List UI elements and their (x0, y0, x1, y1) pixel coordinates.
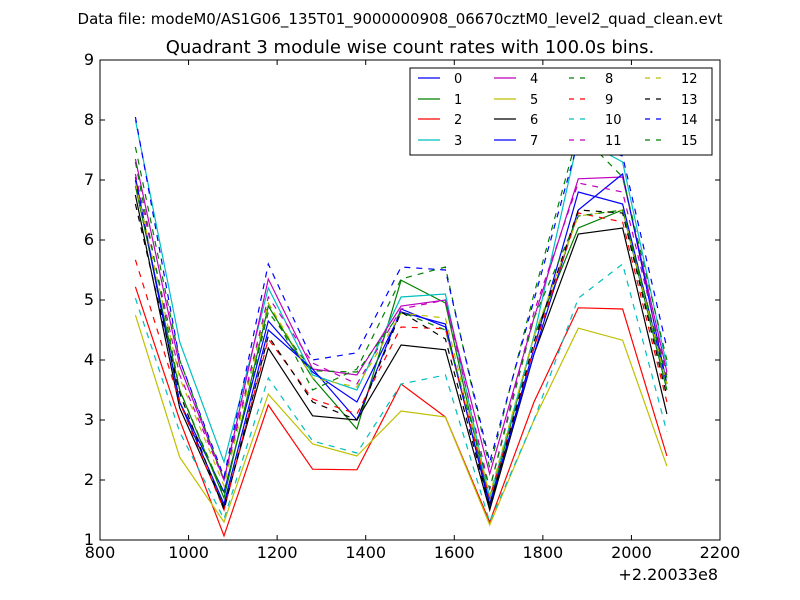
series-line-4 (134, 158, 668, 483)
x-offset-label: +2.20033e8 (618, 565, 718, 584)
series-line-5 (134, 314, 668, 527)
series-line-11 (134, 173, 668, 490)
x-tick-label: 1600 (434, 543, 475, 562)
legend-label-14: 14 (681, 113, 698, 128)
x-tick-label: 1200 (257, 543, 298, 562)
legend-label-7: 7 (530, 134, 538, 149)
legend-label-4: 4 (530, 72, 538, 87)
series-line-0 (134, 179, 668, 510)
legend-frame (409, 67, 713, 156)
chart-suptitle: Data file: modeM0/AS1G06_135T01_90000009… (78, 10, 723, 29)
y-tick-label: 4 (84, 350, 94, 369)
series-line-10 (134, 262, 668, 524)
legend-label-10: 10 (605, 113, 622, 128)
legend-label-0: 0 (454, 72, 462, 87)
legend-label-15: 15 (681, 134, 698, 149)
legend-label-13: 13 (681, 93, 698, 108)
x-tick-label: 1000 (168, 543, 209, 562)
legend-label-6: 6 (530, 113, 538, 128)
plot-lines (134, 116, 668, 538)
legend-label-12: 12 (681, 72, 698, 87)
y-tick-label: 7 (84, 170, 94, 189)
x-tick-label: 1400 (345, 543, 386, 562)
x-tick-label: 1800 (522, 543, 563, 562)
x-tick-label: 2200 (700, 543, 741, 562)
y-tick-label: 8 (84, 110, 94, 129)
y-tick-label: 1 (84, 530, 94, 549)
legend-label-5: 5 (530, 93, 538, 108)
legend-label-2: 2 (454, 113, 462, 128)
legend-label-8: 8 (605, 72, 613, 87)
legend-label-9: 9 (605, 93, 613, 108)
y-tick-label: 5 (84, 290, 94, 309)
legend-label-1: 1 (454, 93, 462, 108)
series-line-6 (134, 194, 668, 513)
series-line-7 (134, 172, 668, 507)
x-tick-label: 800 (85, 543, 116, 562)
legend-label-11: 11 (605, 134, 622, 149)
x-tick-label: 2000 (611, 543, 652, 562)
chart-title: Quadrant 3 module wise count rates with … (166, 37, 655, 58)
y-tick-label: 2 (84, 470, 94, 489)
y-tick-label: 9 (84, 50, 94, 69)
series-line-14 (134, 116, 668, 480)
y-tick-label: 6 (84, 230, 94, 249)
axis-ticks (99, 59, 721, 541)
series-line-15 (134, 161, 668, 497)
series-line-9 (134, 212, 668, 512)
series-line-12 (134, 182, 668, 498)
y-tick-label: 3 (84, 410, 94, 429)
legend-label-3: 3 (454, 134, 462, 149)
